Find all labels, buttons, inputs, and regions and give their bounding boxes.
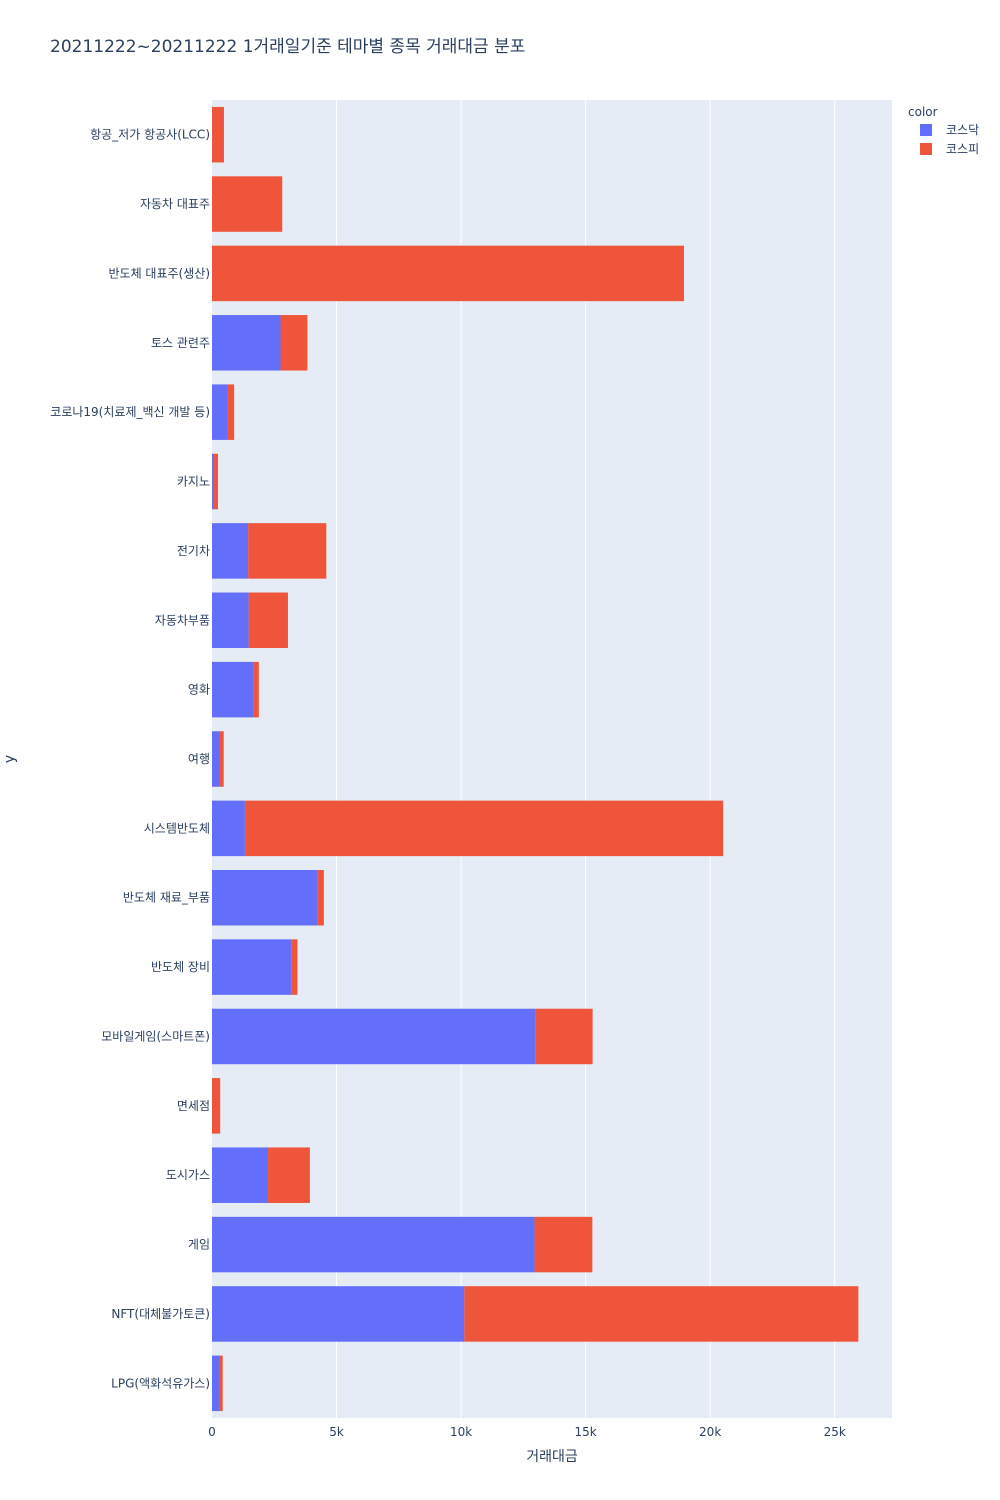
bar-코스닥[interactable] — [212, 523, 249, 579]
bar-코스피[interactable] — [535, 1008, 593, 1065]
bar-코스닥[interactable] — [212, 384, 228, 440]
bar-코스피[interactable] — [212, 106, 224, 163]
y-tick-label: 자동차 대표주 — [140, 197, 210, 211]
bar-코스닥[interactable] — [212, 939, 292, 995]
bar-코스닥[interactable] — [212, 592, 249, 649]
chart-title: 20211222~20211222 1거래일기준 테마별 종목 거래대금 분포 — [50, 37, 526, 57]
bar-코스닥[interactable] — [212, 453, 214, 510]
bar-코스닥[interactable] — [212, 1355, 219, 1412]
y-tick-label: 반도체 재료_부품 — [123, 891, 210, 905]
y-tick-label: 항공_저가 항공사(LCC) — [90, 128, 210, 142]
y-tick-label: 반도체 장비 — [151, 960, 210, 974]
bar-코스피[interactable] — [227, 384, 235, 440]
x-tick-label: 5k — [329, 1425, 344, 1439]
bar-코스닥[interactable] — [212, 661, 254, 718]
y-tick-label: 시스템반도체 — [144, 821, 210, 835]
bar-코스피[interactable] — [534, 1216, 593, 1273]
bar-코스닥[interactable] — [212, 731, 220, 787]
y-tick-label: LPG(액화석유가스) — [111, 1376, 210, 1390]
y-tick-label: 도시가스 — [166, 1168, 210, 1182]
bar-코스피[interactable] — [464, 1286, 859, 1342]
x-tick-label: 20k — [699, 1425, 721, 1439]
bar-코스피[interactable] — [248, 523, 327, 579]
bar-코스닥[interactable] — [212, 1216, 535, 1273]
bar-코스피[interactable] — [317, 869, 324, 926]
x-axis-title: 거래대금 — [526, 1449, 578, 1465]
y-tick-label: 면세점 — [177, 1099, 210, 1113]
y-tick-label: 게임 — [188, 1238, 210, 1252]
x-tick-labels: 0 5k 10k 15k 20k 25k — [208, 1425, 846, 1439]
legend-label[interactable]: 코스피 — [946, 142, 979, 156]
bar-코스피[interactable] — [244, 800, 724, 857]
bar-코스닥[interactable] — [212, 800, 245, 857]
y-tick-label: 카지노 — [177, 475, 210, 489]
x-tick-label: 15k — [575, 1425, 597, 1439]
legend-swatch[interactable] — [920, 143, 932, 155]
bar-코스피[interactable] — [218, 1355, 223, 1412]
bar-코스피[interactable] — [212, 176, 283, 232]
bar-코스닥[interactable] — [212, 1147, 269, 1203]
legend-label[interactable]: 코스닥 — [946, 123, 979, 137]
bar-코스피[interactable] — [212, 1078, 221, 1134]
bar-코스피[interactable] — [291, 939, 298, 995]
bar-코스닥[interactable] — [212, 315, 281, 371]
x-tick-label: 25k — [824, 1425, 846, 1439]
x-tick-label: 10k — [450, 1425, 472, 1439]
plot-background — [212, 100, 892, 1418]
bar-코스피[interactable] — [213, 453, 218, 510]
bar-코스닥[interactable] — [212, 1286, 465, 1342]
bar-코스피[interactable] — [219, 731, 224, 787]
bar-코스닥[interactable] — [212, 869, 318, 926]
y-tick-label: 여행 — [188, 751, 210, 766]
y-axis-title: y — [2, 755, 18, 763]
bar-코스피[interactable] — [280, 315, 308, 371]
y-tick-label: 반도체 대표주(생산) — [109, 266, 211, 280]
legend-title: color — [908, 105, 938, 119]
bars — [212, 106, 859, 1412]
legend-swatch[interactable] — [920, 124, 932, 136]
bar-코스피[interactable] — [248, 592, 288, 649]
bar-코스피[interactable] — [253, 661, 259, 718]
bar-코스피[interactable] — [212, 245, 685, 302]
bar-코스닥[interactable] — [212, 1008, 536, 1065]
y-tick-label: 영화 — [188, 683, 210, 697]
bar-코스피[interactable] — [268, 1147, 310, 1203]
y-tick-label: 자동차부품 — [155, 613, 210, 627]
y-tick-label: 모바일게임(스마트폰) — [101, 1029, 210, 1043]
y-tick-label: 토스 관련주 — [151, 336, 210, 350]
grid-lines — [336, 100, 836, 1418]
y-tick-label: 코로나19(치료제_백신 개발 등) — [50, 405, 210, 419]
y-tick-label: 전기차 — [177, 544, 210, 558]
y-tick-label: NFT(대체불가토큰) — [111, 1307, 210, 1321]
x-tick-label: 0 — [208, 1425, 216, 1439]
